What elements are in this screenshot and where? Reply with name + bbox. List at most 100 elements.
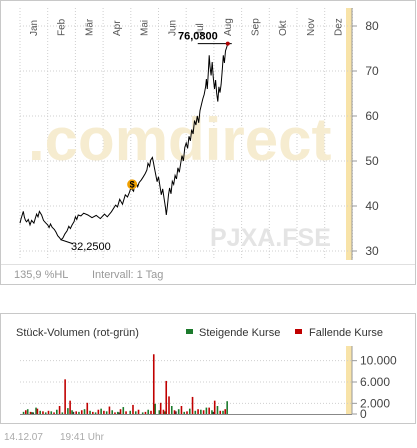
volume-bar-rising bbox=[170, 406, 173, 414]
month-label: Sep bbox=[250, 18, 261, 36]
volume-bar-rising bbox=[111, 410, 114, 414]
volume-bar-neutral bbox=[175, 411, 177, 414]
volume-bar-falling bbox=[103, 410, 105, 414]
volume-bar-falling bbox=[168, 396, 170, 414]
interval-label: Intervall: 1 Tag bbox=[92, 269, 163, 281]
volume-bar-falling bbox=[213, 400, 216, 414]
y-tick-label: 80 bbox=[365, 19, 379, 33]
high-label: 76,0800 bbox=[178, 31, 218, 43]
volume-y-tick-label: 2.000 bbox=[360, 396, 390, 410]
volume-bar-rising bbox=[89, 410, 91, 414]
volume-bar-rising bbox=[147, 409, 150, 414]
volume-bar-falling bbox=[186, 411, 188, 414]
month-label: Feb bbox=[57, 18, 68, 36]
current-period-highlight bbox=[346, 8, 352, 260]
volume-bar-falling bbox=[119, 409, 122, 414]
volume-bar-falling bbox=[97, 409, 100, 414]
volume-bar-neutral bbox=[32, 412, 35, 414]
month-label: Jan bbox=[29, 20, 40, 36]
volume-bar-rising bbox=[26, 409, 29, 414]
volume-bar-falling bbox=[152, 354, 155, 414]
last-price-dot bbox=[225, 41, 230, 46]
legend-rising-swatch bbox=[186, 329, 193, 334]
watermark-brand: .comdirect bbox=[28, 106, 331, 173]
volume-bar-rising bbox=[44, 412, 47, 414]
volume-bar-falling bbox=[42, 411, 44, 414]
month-label: Jun bbox=[167, 20, 178, 36]
volume-y-tick-label: 10.000 bbox=[360, 354, 397, 368]
month-label: Apr bbox=[112, 20, 123, 36]
volume-bar-rising bbox=[183, 411, 186, 414]
volume-bar-falling bbox=[86, 402, 89, 414]
month-label: Dez bbox=[334, 18, 345, 36]
price-y-axis: 30 40 50 60 70 80 bbox=[351, 8, 379, 260]
volume-bar-rising bbox=[194, 410, 197, 414]
legend-falling-label: Fallende Kurse bbox=[309, 327, 383, 339]
volume-bar-rising bbox=[222, 410, 224, 414]
volume-bar-rising bbox=[177, 409, 180, 414]
month-axis: Jan Feb Mär Apr Mai Jun Jul Aug Sep Okt Nov Dez bbox=[29, 18, 345, 36]
volume-bar-falling bbox=[24, 410, 27, 414]
volume-bar-rising bbox=[226, 401, 228, 414]
volume-bar-falling bbox=[137, 409, 140, 414]
volume-bars bbox=[22, 354, 228, 414]
volume-grid bbox=[20, 360, 352, 415]
volume-bar-neutral bbox=[118, 412, 120, 414]
y-tick-label: 60 bbox=[365, 109, 379, 123]
volume-bar-rising bbox=[154, 403, 156, 414]
volume-bar-falling bbox=[108, 406, 111, 414]
volume-bar-falling bbox=[114, 412, 116, 414]
volume-bar-falling bbox=[202, 410, 205, 414]
volume-bar-rising bbox=[94, 412, 97, 414]
legend-rising-label: Steigende Kurse bbox=[199, 327, 280, 339]
volume-bar-neutral bbox=[212, 411, 215, 414]
volume-bar-falling bbox=[144, 411, 147, 414]
volume-y-tick-label: 0 bbox=[360, 407, 367, 421]
volume-bar-falling bbox=[75, 411, 77, 414]
volume-bar-rising bbox=[61, 412, 64, 414]
volume-bar-rising bbox=[216, 406, 219, 414]
month-label: Jul bbox=[195, 23, 206, 36]
volume-bar-rising bbox=[22, 411, 25, 414]
price-line bbox=[19, 43, 229, 241]
volume-bar-falling bbox=[132, 404, 134, 414]
volume-y-tick-label: 6.000 bbox=[360, 375, 390, 389]
volume-bar-falling bbox=[159, 402, 162, 414]
volume-bar-falling bbox=[165, 380, 168, 414]
volume-bar-rising bbox=[205, 407, 208, 414]
volume-bar-falling bbox=[197, 409, 199, 414]
month-label: Nov bbox=[306, 18, 317, 36]
volume-bar-rising bbox=[50, 411, 53, 414]
volume-bar-rising bbox=[134, 411, 137, 414]
footer-time: 19:41 Uhr bbox=[60, 432, 105, 443]
legend-falling-swatch bbox=[295, 329, 302, 334]
volume-bar-falling bbox=[162, 409, 165, 414]
volume-bar-falling bbox=[173, 410, 176, 414]
low-label: 32,2500 bbox=[71, 241, 111, 253]
volume-bar-rising bbox=[71, 410, 73, 414]
volume-bar-rising bbox=[83, 409, 86, 414]
volume-bar-rising bbox=[67, 408, 69, 414]
volume-bar-falling bbox=[180, 406, 183, 414]
volume-bar-rising bbox=[56, 409, 58, 414]
volume-bar-rising bbox=[39, 410, 41, 414]
scale-label: 135,9 %HL bbox=[14, 269, 68, 281]
volume-bar-rising bbox=[100, 408, 102, 414]
volume-bar-falling bbox=[219, 410, 222, 414]
dividend-marker-icon bbox=[127, 179, 138, 190]
low-marker bbox=[60, 239, 74, 245]
month-label: Aug bbox=[223, 18, 234, 36]
watermark-ticker: PJXA.FSE bbox=[210, 224, 331, 252]
volume-bar-rising bbox=[188, 408, 191, 414]
month-label: Okt bbox=[278, 20, 289, 36]
volume-bar-rising bbox=[31, 412, 33, 414]
price-grid bbox=[19, 8, 353, 260]
dividend-marker-label: $ bbox=[130, 179, 135, 189]
volume-bar-rising bbox=[122, 407, 125, 414]
volume-bar-rising bbox=[35, 407, 37, 414]
volume-bar-falling bbox=[29, 411, 32, 414]
month-label: Mär bbox=[84, 18, 95, 36]
y-tick-label: 70 bbox=[365, 64, 379, 78]
